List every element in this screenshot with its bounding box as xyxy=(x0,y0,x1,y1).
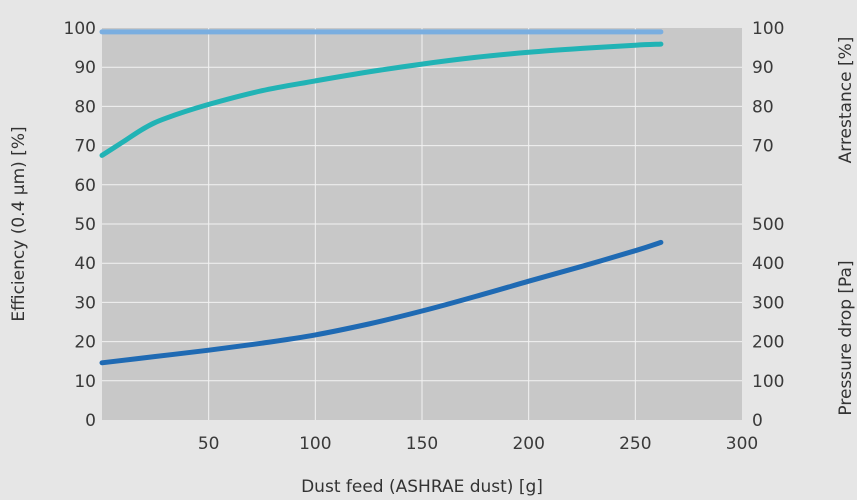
grid-lines xyxy=(102,28,742,420)
pressure-drop-axis-title: Pressure drop [Pa] xyxy=(836,260,856,415)
left-tick-label: 60 xyxy=(74,176,96,196)
left-tick-label: 0 xyxy=(85,411,96,431)
left-tick-label: 20 xyxy=(74,333,96,353)
left-tick-label: 70 xyxy=(74,137,96,157)
left-axis-title: Efficiency (0.4 µm) [%] xyxy=(9,126,29,321)
left-tick-label: 80 xyxy=(74,97,96,117)
pressure-drop-tick-label: 500 xyxy=(752,215,784,235)
left-tick-label: 10 xyxy=(74,372,96,392)
arrestance-tick-label: 70 xyxy=(752,137,774,157)
arrestance-tick-label: 100 xyxy=(752,19,784,39)
x-tick-label: 100 xyxy=(299,434,331,454)
x-tick-label: 50 xyxy=(198,434,220,454)
left-tick-label: 40 xyxy=(74,254,96,274)
left-tick-label: 50 xyxy=(74,215,96,235)
x-axis-title: Dust feed (ASHRAE dust) [g] xyxy=(301,477,543,497)
tick-labels: 0 10 20 30 40 50 60 70 80 90 100 50 100 150 200 250 300 7… xyxy=(64,19,785,454)
pressure-drop-tick-label: 100 xyxy=(752,372,784,392)
arrestance-axis-title: Arrestance [%] xyxy=(836,37,856,164)
left-tick-label: 30 xyxy=(74,293,96,313)
x-tick-label: 250 xyxy=(619,434,651,454)
x-tick-label: 200 xyxy=(512,434,544,454)
x-tick-label: 150 xyxy=(406,434,438,454)
pressure-drop-tick-label: 300 xyxy=(752,293,784,313)
pressure-drop-tick-label: 0 xyxy=(752,411,763,431)
left-tick-label: 90 xyxy=(74,58,96,78)
series-lines xyxy=(99,29,664,366)
left-tick-label: 100 xyxy=(64,19,96,39)
efficiency-line xyxy=(99,41,664,158)
pressure-drop-tick-label: 200 xyxy=(752,333,784,353)
x-tick-label: 300 xyxy=(726,434,758,454)
arrestance-tick-label: 80 xyxy=(752,97,774,117)
pressure-drop-tick-label: 400 xyxy=(752,254,784,274)
pressure-drop-line xyxy=(99,239,664,366)
arrestance-tick-label: 90 xyxy=(752,58,774,78)
